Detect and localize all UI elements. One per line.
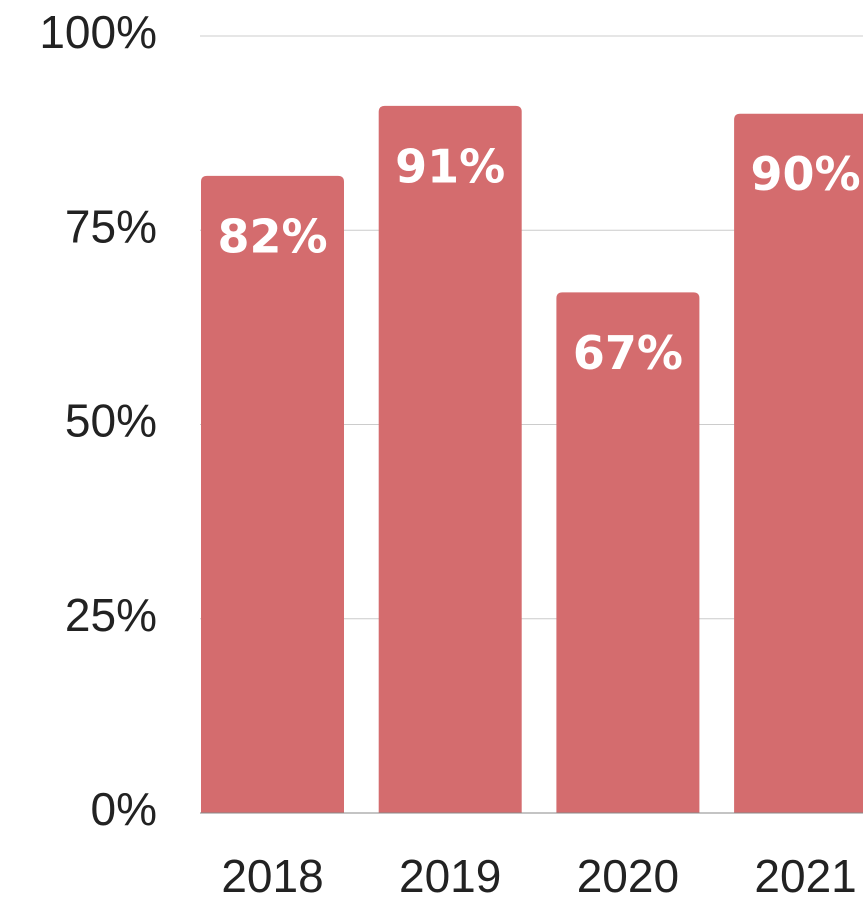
data-label: 67% xyxy=(573,326,683,380)
x-tick-label: 2020 xyxy=(577,850,679,901)
bar xyxy=(201,175,344,814)
y-tick-label: 100% xyxy=(39,6,157,58)
y-tick-label: 25% xyxy=(65,589,157,641)
x-tick-label: 2018 xyxy=(221,850,323,901)
bar xyxy=(556,292,700,813)
x-tick-label: 2021 xyxy=(754,850,856,901)
data-label: 82% xyxy=(217,209,327,263)
y-tick-label: 75% xyxy=(65,200,157,252)
x-tick-label: 2019 xyxy=(399,850,501,901)
data-label: 91% xyxy=(395,139,505,193)
bar xyxy=(734,113,863,813)
data-label: 90% xyxy=(751,147,861,201)
y-tick-label: 0% xyxy=(91,783,157,835)
bar xyxy=(378,105,522,814)
y-tick-label: 50% xyxy=(65,395,157,447)
